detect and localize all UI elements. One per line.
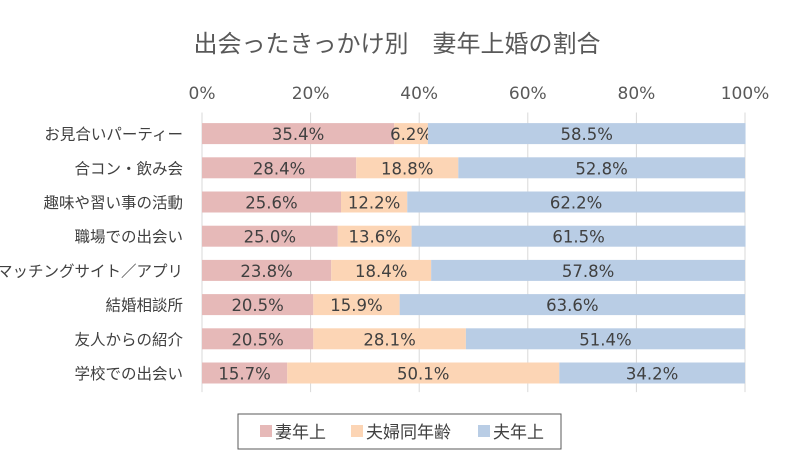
- bar-segment: [465, 328, 745, 350]
- data-label: 57.8%: [562, 262, 614, 281]
- data-label: 34.2%: [626, 365, 678, 384]
- bar-segment: [202, 362, 288, 384]
- data-label: 61.5%: [552, 228, 604, 247]
- bar-segment: [202, 191, 342, 213]
- bar-segment: [287, 362, 560, 384]
- data-label: 6.2%: [390, 125, 432, 144]
- x-tick-label: 40%: [400, 84, 438, 104]
- data-label: 58.5%: [561, 125, 613, 144]
- x-axis-tick-labels: 0% 20% 40% 60% 80% 100%: [189, 84, 770, 104]
- data-label: 13.6%: [348, 228, 400, 247]
- category-label: 友人からの紹介: [74, 331, 183, 349]
- bar-segment: [458, 157, 745, 179]
- bar-segment: [313, 328, 466, 350]
- bar-segment: [411, 225, 746, 247]
- bar-segment: [427, 123, 746, 145]
- x-tick-label: 0%: [189, 84, 216, 104]
- bar-segment: [202, 259, 332, 281]
- bar-segment: [394, 123, 428, 145]
- category-label: 学校での出会い: [74, 365, 183, 383]
- legend-swatch: [260, 425, 272, 437]
- data-label: 18.4%: [355, 262, 407, 281]
- legend-swatch: [351, 425, 363, 437]
- bar-segment: [202, 328, 314, 350]
- bar-segment: [313, 294, 400, 316]
- bars: 35.4% 6.2% 58.5% 28.4% 18.8% 52.8% 25.6% 12.2% 6…: [202, 123, 746, 384]
- data-label: 52.8%: [575, 159, 627, 178]
- bar-segment: [407, 191, 745, 213]
- legend-box: [237, 413, 562, 450]
- category-label: お見合いパーティー: [44, 126, 183, 144]
- bar-segment: [202, 157, 357, 179]
- data-label: 15.9%: [330, 296, 382, 315]
- bar-segment: [559, 362, 745, 384]
- data-label: 12.2%: [348, 194, 400, 213]
- data-label: 28.4%: [253, 159, 305, 178]
- gridlines: [201, 112, 746, 393]
- bar-segment: [202, 294, 314, 316]
- legend-swatch: [478, 425, 490, 437]
- bar-segment: [356, 157, 459, 179]
- data-label: 25.0%: [244, 228, 296, 247]
- category-label: 結婚相談所: [105, 297, 183, 315]
- category-label: 趣味や習い事の活動: [43, 194, 183, 212]
- legend: 妻年上 夫婦同年齢 夫年上: [237, 413, 562, 450]
- data-label: 25.6%: [245, 194, 297, 213]
- x-tick-label: 60%: [509, 84, 547, 104]
- bar-segment: [341, 191, 408, 213]
- data-label: 50.1%: [397, 365, 449, 384]
- legend-item: 夫年上: [493, 423, 544, 443]
- data-label: 35.4%: [272, 125, 324, 144]
- category-labels: お見合いパーティー合コン・飲み会趣味や習い事の活動職場での出会いマッチングサイト…: [0, 126, 183, 383]
- bar-segment: [431, 259, 745, 281]
- data-label: 62.2%: [550, 194, 602, 213]
- data-label: 18.8%: [381, 159, 433, 178]
- legend-item: 妻年上: [275, 423, 326, 443]
- bar-segment: [331, 259, 432, 281]
- x-tick-label: 80%: [618, 84, 656, 104]
- data-label: 20.5%: [231, 330, 283, 349]
- category-label: マッチングサイト／アプリ: [0, 262, 183, 280]
- data-label: 20.5%: [231, 296, 283, 315]
- data-label: 63.6%: [546, 296, 598, 315]
- chart-title: 出会ったきっかけ別 妻年上婚の割合: [193, 30, 600, 58]
- category-label: 合コン・飲み会: [74, 160, 183, 178]
- bar-segment: [399, 294, 745, 316]
- bar-segment: [202, 225, 338, 247]
- bar-segment: [202, 123, 395, 145]
- x-tick-label: 20%: [292, 84, 330, 104]
- data-label: 23.8%: [240, 262, 292, 281]
- legend-item: 夫婦同年齢: [366, 423, 451, 443]
- data-label: 51.4%: [579, 330, 631, 349]
- bar-segment: [337, 225, 412, 247]
- data-label: 15.7%: [218, 365, 270, 384]
- x-tick-label: 100%: [721, 84, 770, 104]
- category-label: 職場での出会い: [74, 228, 183, 246]
- data-label: 28.1%: [363, 330, 415, 349]
